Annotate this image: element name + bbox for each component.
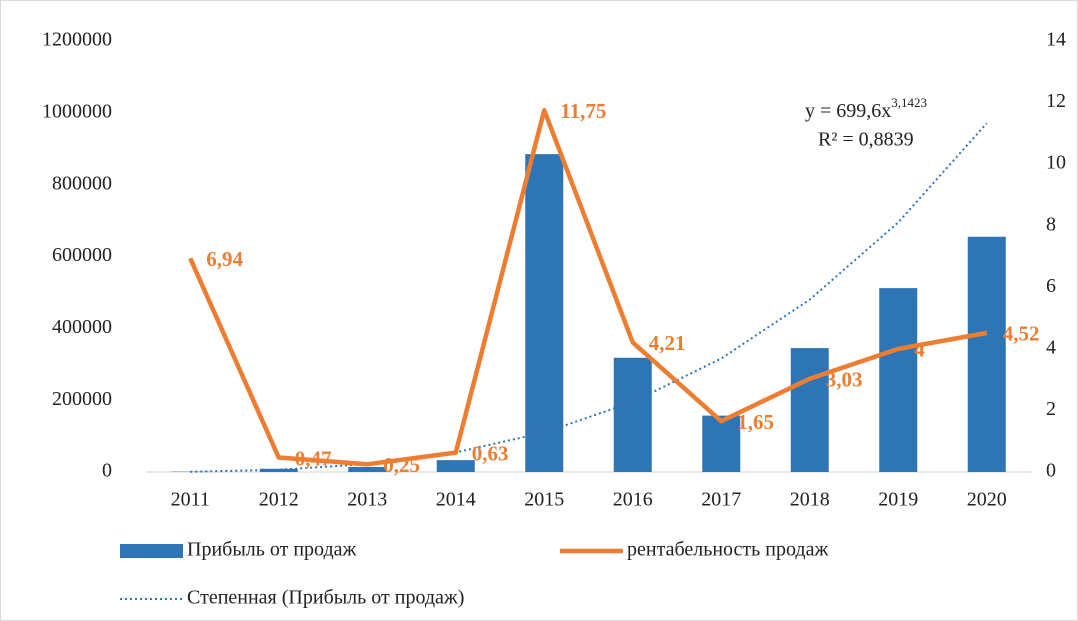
y2-tick-label: 14 (1046, 29, 1066, 51)
x-tick-label: 2016 (613, 489, 653, 511)
y2-tick-label: 12 (1046, 90, 1066, 112)
data-label: 4,21 (649, 331, 686, 355)
bar (967, 236, 1006, 472)
trend-exponent: 3,1423 (891, 95, 927, 110)
data-label: 0,47 (295, 446, 332, 470)
bar (259, 468, 298, 472)
data-label: 4 (914, 338, 925, 362)
legend-swatch (120, 544, 183, 558)
data-label: 0,25 (383, 453, 420, 477)
x-tick-label: 2020 (967, 489, 1007, 511)
data-label: 4,52 (1003, 322, 1040, 346)
line-series (188, 108, 988, 467)
y2-tick-label: 4 (1046, 336, 1056, 358)
bar (436, 460, 475, 472)
x-tick-label: 2012 (259, 489, 299, 511)
legend-label: рентабельность продаж (627, 539, 828, 561)
data-label: 3,03 (826, 368, 863, 392)
x-tick-label: 2015 (524, 489, 564, 511)
bar (348, 466, 387, 472)
data-label: 6,94 (206, 247, 243, 271)
y-tick-label: 1200000 (42, 29, 112, 51)
data-label: 0,63 (472, 441, 509, 465)
trend-r2: R² = 0,8839 (818, 129, 914, 151)
x-tick-label: 2013 (347, 489, 387, 511)
y2-tick-label: 8 (1046, 213, 1056, 235)
data-label: 1,65 (737, 410, 774, 434)
x-tick-label: 2014 (436, 489, 476, 511)
y2-tick-label: 6 (1046, 275, 1056, 297)
x-tick-label: 2019 (878, 489, 918, 511)
legend-label: Степенная (Прибыль от продаж) (187, 587, 464, 609)
bar (879, 288, 918, 472)
x-tick-label: 2018 (790, 489, 830, 511)
trend-equation-base: y = 699,6x (805, 100, 891, 122)
legend-label: Прибыль от продаж (187, 539, 357, 561)
y2-tick-label: 0 (1046, 460, 1056, 482)
y-tick-label: 600000 (52, 244, 112, 266)
y-tick-label: 200000 (52, 388, 112, 410)
y-tick-label: 0 (102, 460, 112, 482)
trend-equation: y = 699,6x3,1423 (805, 95, 927, 122)
data-label: 11,75 (560, 99, 606, 123)
bar (702, 415, 741, 472)
x-tick-label: 2017 (701, 489, 741, 511)
y-tick-label: 400000 (52, 316, 112, 338)
bar (790, 348, 829, 472)
y2-tick-label: 10 (1046, 152, 1066, 174)
bar (525, 154, 564, 472)
y2-tick-label: 2 (1046, 398, 1056, 420)
x-tick-label: 2011 (171, 489, 210, 511)
y-tick-label: 1000000 (42, 100, 112, 122)
y-tick-label: 800000 (52, 172, 112, 194)
bar (613, 357, 652, 472)
